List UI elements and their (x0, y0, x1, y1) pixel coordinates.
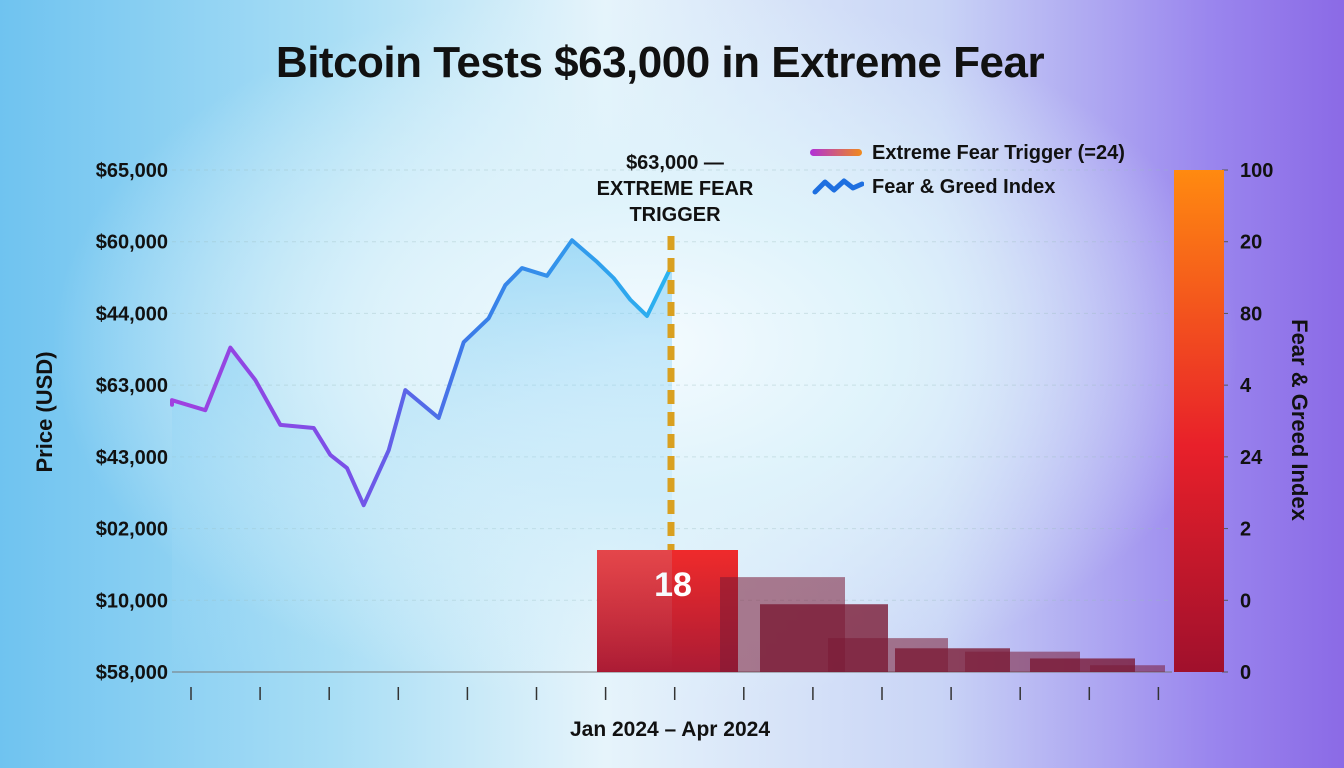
price-area (172, 240, 672, 672)
y-tick-label: $43,000 (96, 447, 168, 469)
bar (1090, 665, 1165, 672)
y-tick-label: $58,000 (96, 662, 168, 684)
legend-trigger-label: Extreme Fear Trigger (=24) (872, 142, 1125, 164)
colorbar (1174, 170, 1224, 672)
y2-tick-label: 4 (1240, 375, 1252, 397)
y-axis-label: Price (USD) (32, 351, 57, 472)
price-line (170, 238, 674, 508)
annotation-line: TRIGGER (629, 204, 721, 226)
y2-tick-label: 80 (1240, 303, 1262, 325)
y2-tick-label: 20 (1240, 232, 1262, 254)
y2-tick-label: 24 (1240, 447, 1263, 469)
y2-tick-label: 0 (1240, 662, 1251, 684)
x-axis-label: Jan 2024 – Apr 2024 (569, 718, 771, 741)
legend-trigger-swatch (810, 149, 862, 156)
y-tick-label: $65,000 (96, 160, 168, 182)
legend-index-label: Fear & Greed Index (872, 176, 1056, 198)
y-tick-label: $02,000 (96, 519, 168, 541)
annotation: $63,000 — EXTREME FEAR TRIGGER (590, 150, 760, 228)
legend-index-swatch (812, 178, 864, 195)
y2-axis-label: Fear & Greed Index (1287, 319, 1312, 522)
y-tick-label: $44,000 (96, 303, 168, 325)
y-tick-label: $60,000 (96, 232, 168, 254)
chart-title: Bitcoin Tests $63,000 in Extreme Fear (275, 38, 1045, 87)
annotation-line: $63,000 — (626, 152, 724, 174)
y-tick-label: $10,000 (96, 590, 168, 612)
y2-tick-label: 100 (1240, 160, 1273, 182)
y-tick-label: $63,000 (96, 375, 168, 397)
annotation-line: EXTREME FEAR (596, 178, 754, 200)
y2-tick-label: 0 (1240, 590, 1251, 612)
y2-tick-label: 2 (1240, 519, 1251, 541)
